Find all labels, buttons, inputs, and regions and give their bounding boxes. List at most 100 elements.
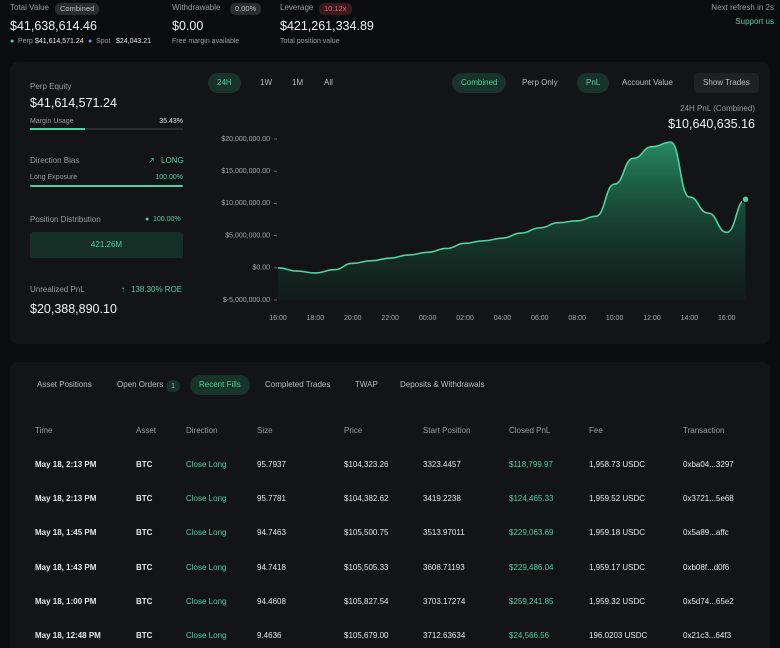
label: Perp Equity xyxy=(30,82,72,91)
metric-button[interactable]: PnL xyxy=(577,73,610,93)
cell: $105,505.33 xyxy=(344,562,389,572)
tab[interactable]: Deposits & Withdrawals xyxy=(400,380,485,389)
sub: Total position value xyxy=(280,38,340,45)
cell: BTC xyxy=(136,596,153,606)
cell: 1,959.17 USDC xyxy=(589,562,646,572)
dot: ● xyxy=(88,38,93,45)
cell: May 18, 12:48 PM xyxy=(35,631,101,640)
cell: May 18, 2:13 PM xyxy=(35,460,97,469)
cell[interactable]: 0x5a89...affc xyxy=(683,528,729,538)
tab[interactable]: Asset Positions xyxy=(37,380,92,389)
cell: 1,959.32 USDC xyxy=(589,596,646,606)
icon: ↗ xyxy=(148,156,155,165)
cell: 1,958.73 USDC xyxy=(589,460,646,469)
support-link[interactable]: Support us xyxy=(735,17,774,26)
badge: 0.00% xyxy=(230,3,262,15)
cell: Close Long xyxy=(186,528,227,538)
range-button[interactable]: 1M xyxy=(292,78,304,87)
column-header: Transaction xyxy=(683,426,725,435)
cell: 196.0203 USDC xyxy=(589,631,648,640)
cell: Close Long xyxy=(186,494,227,504)
badge: 10.12x xyxy=(319,3,352,15)
value: 35.43% xyxy=(159,118,183,125)
cell: $105,679.00 xyxy=(344,631,389,640)
label: Perp xyxy=(18,38,33,45)
cell: 94.4608 xyxy=(257,596,286,606)
label: Direction Bias xyxy=(30,156,80,165)
dot: ● xyxy=(145,216,150,223)
cell: Close Long xyxy=(186,631,227,640)
mode-button[interactable]: Combined xyxy=(452,73,507,93)
value: $41,614,571.24 xyxy=(30,96,117,110)
cell[interactable]: 0xba04...3297 xyxy=(683,460,734,469)
cell: $229,063.69 xyxy=(509,528,554,538)
cell: $104,323.26 xyxy=(344,460,389,469)
cell: 3712.63634 xyxy=(423,631,466,640)
tab[interactable]: Completed Trades xyxy=(265,380,331,389)
cell: 95.7937 xyxy=(257,460,286,469)
cell: May 18, 1:00 PM xyxy=(35,596,97,606)
cell: May 18, 2:13 PM xyxy=(35,494,97,504)
column-header: Asset xyxy=(136,426,157,435)
progress-track xyxy=(30,128,183,130)
column-header: Closed PnL xyxy=(509,426,551,435)
tab[interactable]: Open Orders xyxy=(117,380,164,389)
tab[interactable]: TWAP xyxy=(355,380,378,389)
value: LONG xyxy=(161,156,184,165)
cell: 1,959.18 USDC xyxy=(589,528,646,538)
range-button[interactable]: 1W xyxy=(260,78,272,87)
cell: 3323.4457 xyxy=(423,460,461,469)
column-header: Direction xyxy=(186,426,218,435)
chart-subtitle: $10,640,635.16 xyxy=(668,117,755,131)
cell: $229,486.04 xyxy=(509,562,554,572)
cell: BTC xyxy=(136,460,153,469)
cell: 3608.71193 xyxy=(423,562,465,572)
cell: 3419.2238 xyxy=(423,494,461,504)
label: Long Exposure xyxy=(30,174,78,181)
label: Spot xyxy=(96,38,111,45)
label: Total Value xyxy=(10,3,49,12)
cell[interactable]: 0xb08f...d0f6 xyxy=(683,562,730,572)
value: 100.00% xyxy=(153,216,181,223)
label: Unrealized PnL xyxy=(30,285,85,294)
label: Margin Usage xyxy=(30,118,74,125)
chart-title: 24H PnL (Combined) xyxy=(680,104,755,113)
sub: Free margin available xyxy=(172,38,240,45)
range-button[interactable]: 24H xyxy=(208,73,241,93)
value: $41,614,571.24 xyxy=(35,38,84,45)
dot: ● xyxy=(10,38,15,45)
cell: Close Long xyxy=(186,596,227,606)
cell: Close Long xyxy=(186,562,227,572)
range-button[interactable]: All xyxy=(324,78,333,87)
cell[interactable]: 0x5d74...65e2 xyxy=(683,596,734,606)
cell: BTC xyxy=(136,494,153,504)
show-trades-button[interactable]: Show Trades xyxy=(694,73,759,93)
column-header: Time xyxy=(35,426,53,435)
column-header: Start Position xyxy=(423,426,471,435)
cell: May 18, 1:43 PM xyxy=(35,562,97,572)
tab[interactable]: Recent Fills xyxy=(190,375,250,395)
cell: May 18, 1:45 PM xyxy=(35,528,97,538)
cell: Close Long xyxy=(186,460,227,469)
count-badge: 1 xyxy=(166,380,181,392)
progress-fill xyxy=(30,128,86,130)
label: Withdrawable xyxy=(172,3,221,12)
distribution-box: 421.26M xyxy=(30,232,183,258)
cell: BTC xyxy=(136,562,153,572)
cell[interactable]: 0x21c3...64f3 xyxy=(683,631,732,640)
mode-button[interactable]: Perp Only xyxy=(522,78,558,87)
icon: ↑ xyxy=(121,285,125,294)
value: $421,261,334.89 xyxy=(280,19,374,33)
cell: 94.7418 xyxy=(257,562,286,572)
cell: $259,241.85 xyxy=(509,596,554,606)
value: $0.00 xyxy=(172,19,204,33)
cell: 3703.17274 xyxy=(423,596,466,606)
metric-button[interactable]: Account Value xyxy=(622,78,673,87)
value: $24,043.21 xyxy=(116,38,152,45)
label: Position Distribution xyxy=(30,215,101,224)
cell[interactable]: 0x3721...5e68 xyxy=(683,494,734,504)
chart-panel xyxy=(10,62,770,344)
label: Leverage xyxy=(280,3,314,12)
cell: 1,959.52 USDC xyxy=(589,494,646,504)
